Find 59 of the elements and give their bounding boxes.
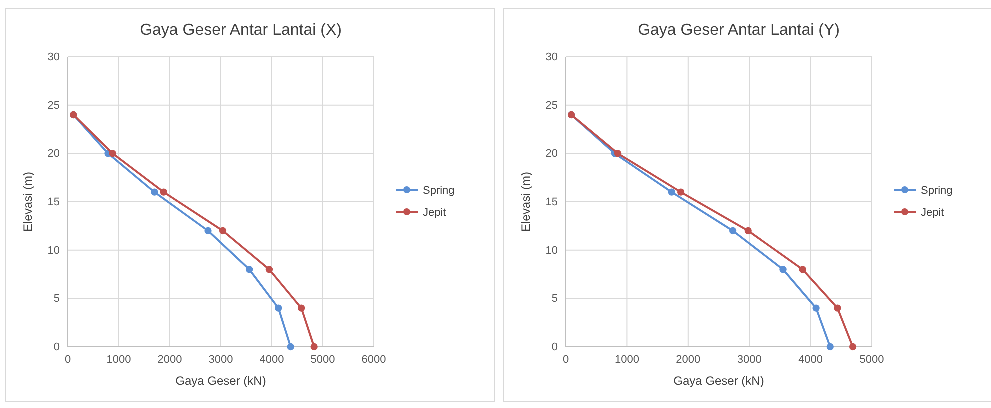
point (730, 227, 737, 235)
y-tick-label: 15 (546, 196, 558, 209)
y-tick-label: 25 (546, 100, 558, 112)
x-tick-label: 4000 (260, 354, 284, 366)
y-tick-label: 25 (48, 100, 60, 112)
y-tick-label: 10 (48, 244, 60, 257)
legend-label: Spring (423, 184, 455, 197)
chart-title: Gaya Geser Antar Lantai (Y) (638, 22, 840, 39)
y-tick-label: 20 (546, 148, 558, 160)
x-tick-label: 2000 (676, 354, 701, 366)
legend-label: Jepit (423, 206, 446, 219)
point (780, 266, 787, 274)
point (826, 343, 834, 351)
point (246, 266, 254, 274)
point (668, 188, 676, 196)
point (160, 188, 168, 196)
legend-label: Spring (921, 184, 953, 197)
point (204, 227, 212, 235)
x-tick-label: 2000 (158, 354, 182, 366)
x-tick-label: 5000 (860, 354, 884, 366)
point (298, 304, 306, 312)
x-axis-title: Gaya Geser (kN) (674, 374, 764, 388)
y-tick-label: 5 (552, 293, 558, 306)
y-tick-label: 15 (48, 196, 60, 209)
x-tick-label: 5000 (310, 354, 336, 366)
x-tick-label: 0 (562, 354, 570, 366)
y-axis-title: Elevasi (m) (21, 172, 35, 232)
point (151, 188, 158, 196)
y-tick-label: 0 (552, 342, 558, 354)
point (614, 150, 622, 158)
y-tick-label: 30 (546, 52, 558, 64)
x-axis-title: Gaya Geser (kN) (176, 374, 266, 388)
point (849, 343, 857, 351)
point (310, 343, 318, 351)
point (219, 227, 227, 235)
x-tick-label: 1000 (614, 354, 640, 366)
point (677, 188, 685, 196)
x-tick-label: 1000 (106, 354, 132, 366)
y-tick-label: 30 (48, 52, 60, 64)
chart-title: Gaya Geser Antar Lantai (X) (140, 22, 342, 39)
point (834, 304, 842, 312)
point (275, 304, 282, 312)
y-tick-label: 0 (54, 342, 60, 354)
point (266, 266, 274, 274)
x-tick-label: 0 (64, 354, 72, 366)
x-tick-label: 3000 (208, 354, 234, 366)
legend-label: Jepit (921, 206, 944, 219)
y-tick-label: 10 (546, 244, 558, 257)
x-tick-label: 6000 (362, 354, 386, 366)
point (812, 304, 820, 312)
y-axis-title: Elevasi (m) (519, 172, 533, 232)
x-tick-label: 3000 (737, 354, 762, 366)
x-tick-label: 4000 (798, 354, 824, 366)
y-tick-label: 20 (48, 148, 60, 160)
point (109, 150, 116, 158)
point (744, 227, 752, 235)
y-tick-label: 5 (54, 293, 60, 306)
point (799, 266, 806, 274)
point (287, 343, 294, 351)
